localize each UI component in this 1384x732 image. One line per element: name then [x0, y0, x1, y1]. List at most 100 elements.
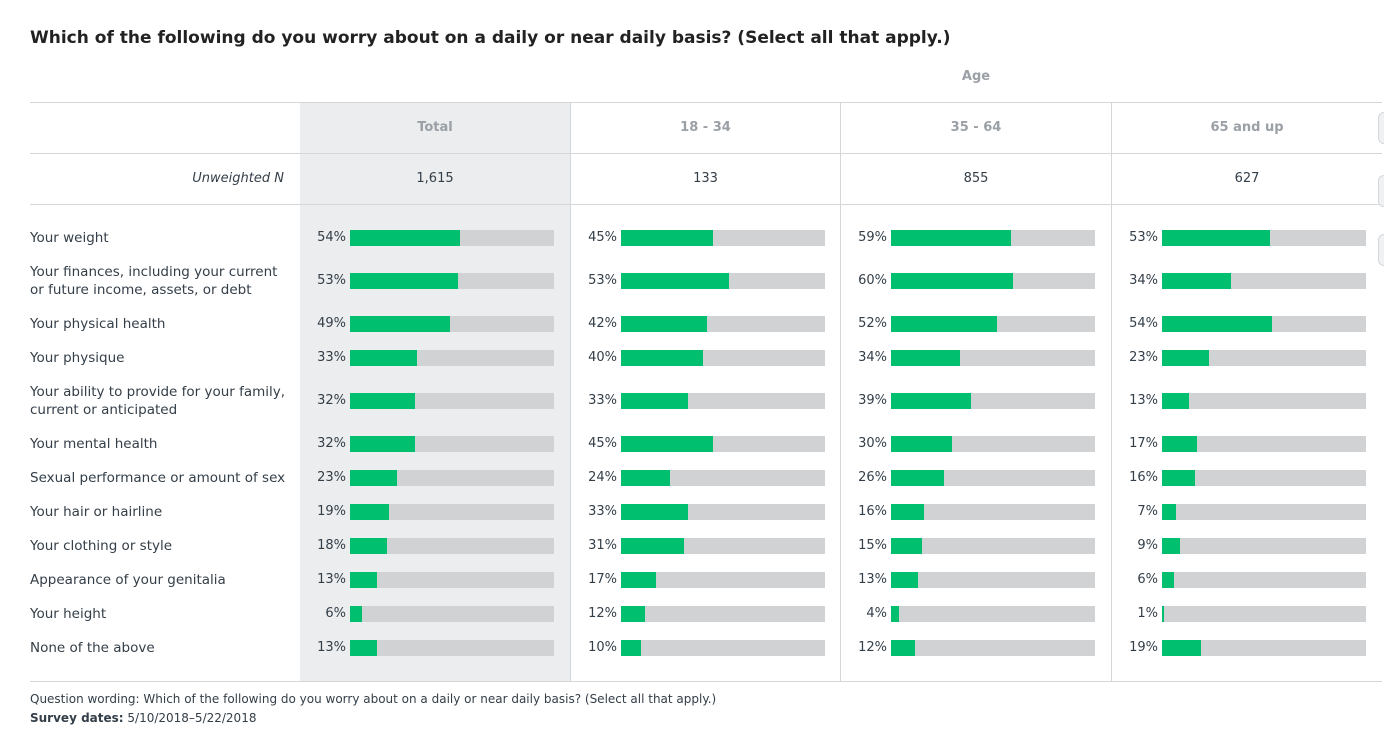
bar-track	[621, 316, 825, 332]
bar	[621, 606, 645, 622]
data-label: 4%	[866, 606, 887, 621]
data-label: 16%	[858, 504, 887, 519]
column-divider	[570, 103, 571, 681]
bar-track	[891, 572, 1095, 588]
bar	[350, 350, 417, 366]
bar-track	[621, 572, 825, 588]
data-label: 52%	[858, 316, 887, 331]
data-label: 13%	[1129, 393, 1158, 408]
data-label: 54%	[317, 230, 346, 245]
data-label: 13%	[858, 572, 887, 587]
bar	[1162, 572, 1174, 588]
bar-track	[621, 273, 825, 289]
row-label: Sexual performance or amount of sex	[30, 470, 286, 486]
bar-track	[350, 273, 554, 289]
column-divider	[840, 103, 841, 681]
data-label: 13%	[317, 572, 346, 587]
bar	[621, 504, 688, 520]
data-label: 42%	[588, 316, 617, 331]
table-bottom-rule	[30, 681, 1382, 682]
row-label: Your hair or hairline	[30, 504, 163, 520]
data-label: 12%	[858, 640, 887, 655]
data-label: 30%	[858, 436, 887, 451]
bar-track	[350, 606, 554, 622]
bar-track	[1162, 273, 1366, 289]
bar	[1162, 538, 1180, 554]
bar-track	[891, 436, 1095, 452]
bar	[621, 572, 656, 588]
bar-track	[1162, 538, 1366, 554]
data-label: 45%	[588, 436, 617, 451]
unweighted-n-65-up: 627	[1234, 171, 1260, 186]
header-top-rule	[30, 102, 1382, 103]
data-label: 49%	[317, 316, 346, 331]
bar	[350, 538, 387, 554]
data-label: 1%	[1137, 606, 1158, 621]
bar	[621, 273, 729, 289]
data-label: 31%	[588, 538, 617, 553]
bar	[1162, 316, 1272, 332]
bar-track	[891, 470, 1095, 486]
data-label: 12%	[588, 606, 617, 621]
bar-track	[1162, 470, 1366, 486]
data-label: 15%	[858, 538, 887, 553]
row-label: Your physical health	[30, 316, 166, 332]
unweighted-n-18-34: 133	[693, 171, 718, 186]
row-label: Your mental health	[30, 436, 158, 452]
bar-track	[891, 273, 1095, 289]
bar	[891, 230, 1011, 246]
row-label: Your physique	[30, 350, 125, 366]
bar-track	[621, 393, 825, 409]
total-column-highlight	[300, 103, 570, 681]
column-header-35-64: 35 - 64	[950, 120, 1002, 135]
row-label: Your ability to provide for your family,…	[30, 384, 286, 418]
scroll-handle[interactable]	[1378, 112, 1384, 144]
bar	[1162, 640, 1201, 656]
bar	[621, 393, 688, 409]
row-label: Your height	[30, 606, 107, 622]
bar-track	[621, 504, 825, 520]
bar-track	[891, 230, 1095, 246]
bar	[1162, 350, 1209, 366]
data-label: 34%	[858, 350, 887, 365]
chart-title: Which of the following do you worry abou…	[30, 28, 951, 48]
bar	[891, 606, 899, 622]
data-label: 16%	[1129, 470, 1158, 485]
bar-track	[1162, 230, 1366, 246]
bar-track	[350, 350, 554, 366]
row-label: Your weight	[30, 230, 109, 246]
bar	[350, 606, 362, 622]
bar-track	[1162, 316, 1366, 332]
scroll-handle[interactable]	[1378, 234, 1384, 266]
bar	[621, 230, 713, 246]
column-header-65-up: 65 and up	[1210, 120, 1284, 135]
data-label: 18%	[317, 538, 346, 553]
data-label: 6%	[325, 606, 346, 621]
bar	[350, 572, 377, 588]
data-label: 32%	[317, 436, 346, 451]
scroll-handle[interactable]	[1378, 175, 1384, 207]
bar-track	[1162, 393, 1366, 409]
bar	[891, 316, 997, 332]
row-label: Your finances, including your current or…	[30, 264, 278, 298]
bar-track	[891, 316, 1095, 332]
bar-track	[1162, 606, 1366, 622]
unweighted-n-35-64: 855	[963, 171, 989, 186]
bar	[621, 640, 641, 656]
bar	[350, 230, 460, 246]
bar	[891, 273, 1013, 289]
bar	[350, 316, 450, 332]
bar	[350, 436, 415, 452]
bar-track	[350, 230, 554, 246]
bar	[350, 273, 458, 289]
bar	[1162, 230, 1270, 246]
bar-track	[891, 606, 1095, 622]
data-label: 33%	[588, 393, 617, 408]
bar-track	[350, 393, 554, 409]
unweighted-n-total: 1,615	[416, 171, 454, 186]
bar-track	[1162, 640, 1366, 656]
bar-track	[621, 230, 825, 246]
bar	[1162, 436, 1197, 452]
bar-track	[621, 538, 825, 554]
bar	[891, 640, 915, 656]
